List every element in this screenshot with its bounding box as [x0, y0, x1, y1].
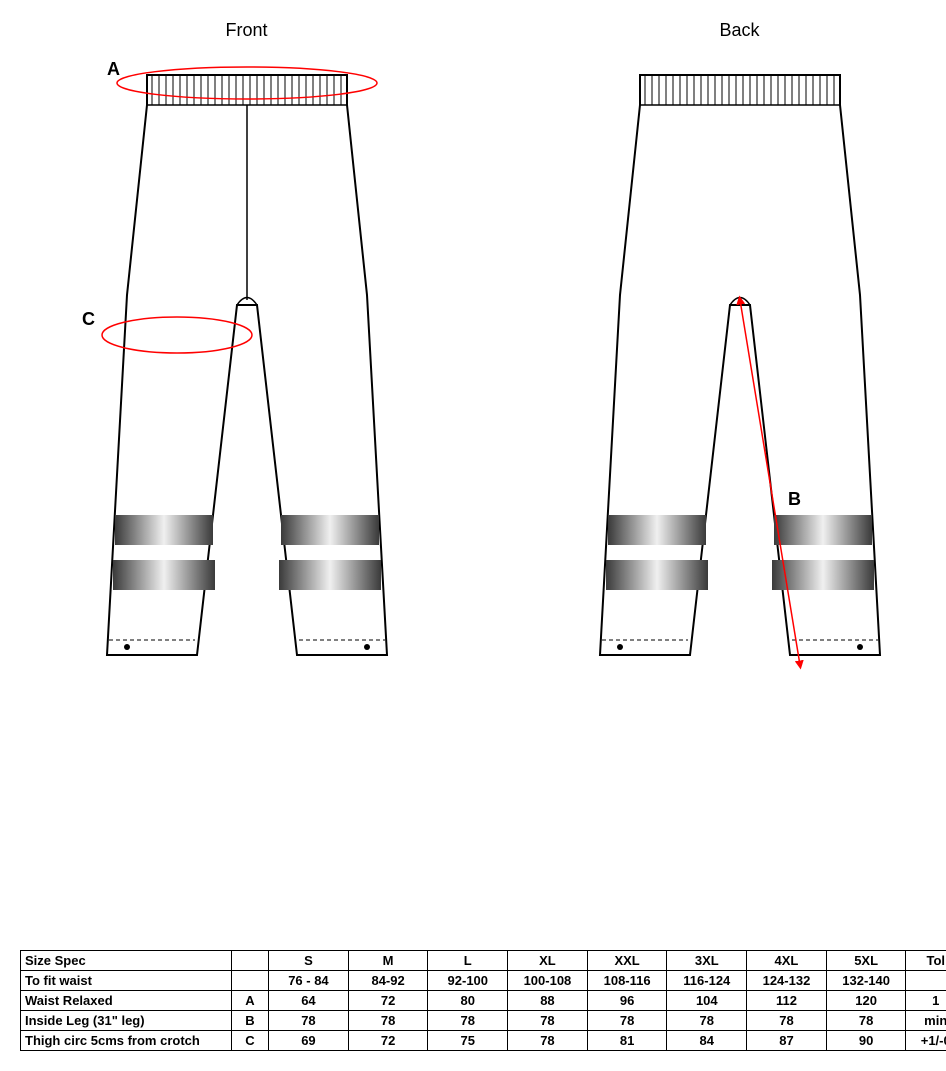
- table-row: Inside Leg (31" leg)B7878787878787878min: [21, 1011, 946, 1031]
- row-value: 108-116: [587, 971, 667, 991]
- row-value: 78: [747, 1011, 827, 1031]
- row-value: 78: [587, 1011, 667, 1031]
- table-row: To fit waist 76 - 8484-9292-100100-108108…: [21, 971, 946, 991]
- header-spec: Size Spec: [21, 951, 232, 971]
- row-value: 120: [826, 991, 906, 1011]
- row-value: 112: [747, 991, 827, 1011]
- header-size: S: [269, 951, 349, 971]
- row-value: 80: [428, 991, 508, 1011]
- row-value: 72: [348, 991, 428, 1011]
- row-tolerance: 1: [906, 991, 946, 1011]
- front-svg: A C: [47, 45, 447, 685]
- row-value: 78: [826, 1011, 906, 1031]
- label-C: C: [82, 309, 95, 329]
- header-tol: Tol: [906, 951, 946, 971]
- row-value: 104: [667, 991, 747, 1011]
- back-svg: B: [540, 45, 940, 685]
- front-diagram: Front: [47, 20, 447, 690]
- row-value: 116-124: [667, 971, 747, 991]
- row-value: 96: [587, 991, 667, 1011]
- row-value: 90: [826, 1031, 906, 1051]
- label-B: B: [788, 489, 801, 509]
- row-value: 124-132: [747, 971, 827, 991]
- row-value: 69: [269, 1031, 349, 1051]
- row-ref: A: [231, 991, 268, 1011]
- table-header-row: Size Spec S M L XL XXL 3XL 4XL 5XL Tol: [21, 951, 946, 971]
- row-tolerance: [906, 971, 946, 991]
- header-size: XXL: [587, 951, 667, 971]
- row-value: 78: [508, 1031, 588, 1051]
- row-value: 78: [508, 1011, 588, 1031]
- header-size: XL: [508, 951, 588, 971]
- row-label: Thigh circ 5cms from crotch: [21, 1031, 232, 1051]
- row-value: 78: [428, 1011, 508, 1031]
- row-value: 100-108: [508, 971, 588, 991]
- row-value: 87: [747, 1031, 827, 1051]
- row-ref: C: [231, 1031, 268, 1051]
- row-value: 78: [269, 1011, 349, 1031]
- row-tolerance: min: [906, 1011, 946, 1031]
- row-value: 78: [667, 1011, 747, 1031]
- row-value: 75: [428, 1031, 508, 1051]
- row-value: 84: [667, 1031, 747, 1051]
- front-title: Front: [47, 20, 447, 41]
- header-size: M: [348, 951, 428, 971]
- row-label: Waist Relaxed: [21, 991, 232, 1011]
- label-A: A: [107, 59, 120, 79]
- row-label: Inside Leg (31" leg): [21, 1011, 232, 1031]
- header-ref: [231, 951, 268, 971]
- table-row: Thigh circ 5cms from crotchC697275788184…: [21, 1031, 946, 1051]
- size-spec-table: Size Spec S M L XL XXL 3XL 4XL 5XL Tol T…: [20, 950, 946, 1051]
- row-value: 88: [508, 991, 588, 1011]
- row-value: 84-92: [348, 971, 428, 991]
- row-value: 78: [348, 1011, 428, 1031]
- row-value: 132-140: [826, 971, 906, 991]
- row-ref: B: [231, 1011, 268, 1031]
- row-ref: [231, 971, 268, 991]
- table-row: Waist RelaxedA64728088961041121201: [21, 991, 946, 1011]
- row-label: To fit waist: [21, 971, 232, 991]
- row-value: 92-100: [428, 971, 508, 991]
- header-size: 3XL: [667, 951, 747, 971]
- header-size: L: [428, 951, 508, 971]
- back-diagram: Back: [540, 20, 940, 690]
- row-value: 72: [348, 1031, 428, 1051]
- row-tolerance: +1/-0: [906, 1031, 946, 1051]
- header-size: 5XL: [826, 951, 906, 971]
- header-size: 4XL: [747, 951, 827, 971]
- row-value: 81: [587, 1031, 667, 1051]
- back-title: Back: [540, 20, 940, 41]
- row-value: 64: [269, 991, 349, 1011]
- row-value: 76 - 84: [269, 971, 349, 991]
